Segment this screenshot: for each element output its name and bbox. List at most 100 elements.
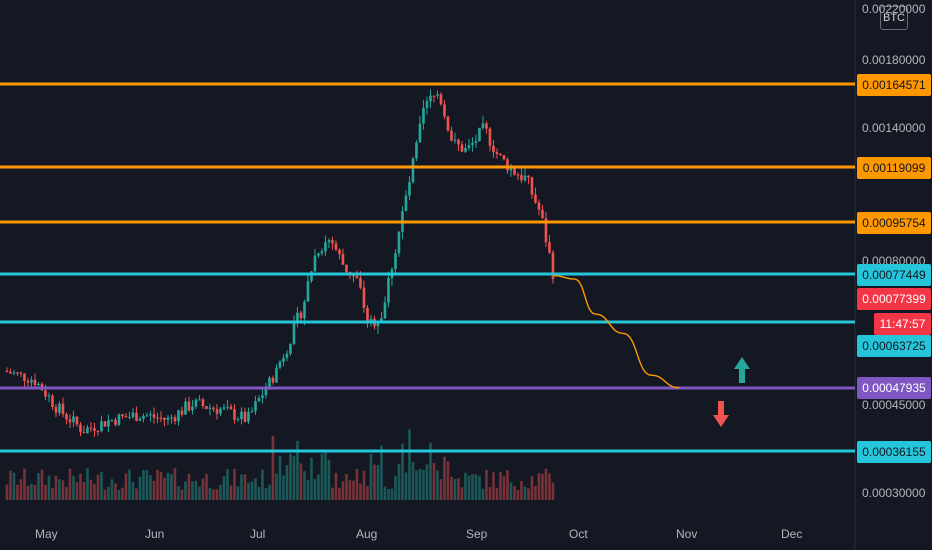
volume-bar [40,469,44,500]
candle-body [51,395,54,407]
volume-bar [107,486,110,500]
candle-body [534,194,537,203]
candle-body [355,275,359,278]
volume-bar [317,474,320,500]
candle-body [397,231,401,254]
volume-bar [355,468,359,500]
volume-bar [278,455,282,500]
candle-body [345,264,348,272]
level-badge[interactable]: 0.00036155 [857,441,931,463]
volume-bar [415,470,418,500]
level-badge[interactable]: 0.00063725 [857,335,931,357]
candle-body [121,414,124,416]
level-badge[interactable]: 0.00119099 [857,157,931,179]
candle-body [324,242,327,252]
candle-body [464,148,467,152]
candle-body [58,403,61,413]
candle-body [376,321,380,327]
volume-bar [411,461,415,500]
candle-body [149,414,152,416]
volume-bar [226,469,229,500]
volume-bar [240,474,243,500]
volume-bar [345,474,348,500]
candle-body [89,427,93,429]
volume-bar [201,478,205,500]
volume-bar [243,474,247,500]
candle-body [191,406,194,411]
level-badge[interactable]: 0.00164571 [857,74,931,96]
volume-bar [152,480,156,500]
volume-bar [460,487,464,500]
volume-bar [446,461,450,500]
candle-body [173,417,177,422]
volume-bar [198,486,201,500]
level-badge[interactable]: 0.00095754 [857,212,931,234]
candle-body [261,395,264,399]
candle-body [516,174,520,176]
last-price-badge[interactable]: 0.00077399 [857,288,931,310]
volume-bar [51,488,54,500]
candle-body [264,388,268,396]
volume-bar [16,484,19,500]
volume-bar [100,471,103,500]
volume-bar [432,463,436,500]
volume-bar [376,465,380,500]
volume-bar [313,478,317,500]
volume-bar [37,472,40,500]
candle-body [180,410,184,415]
candle-body [481,123,485,128]
level-badge[interactable]: 0.00047935 [857,377,931,399]
candle-body [268,377,271,389]
candle-body [495,152,499,155]
candle-body [187,401,191,411]
volume-bar [310,457,313,500]
volume-bar [114,483,117,500]
volume-bar [401,443,404,500]
volume-bar [338,487,341,500]
currency-badge[interactable]: BTC [880,6,908,30]
volume-bar [303,471,306,500]
volume-bar [75,482,79,500]
volume-bar [23,468,26,500]
price-tick: 0.00220000 [862,2,926,16]
volume-bar [422,469,425,500]
volume-bar [541,473,544,500]
volume-bar [149,475,152,500]
candle-body [275,367,278,383]
volume-bar [282,475,285,500]
volume-bar [390,488,394,500]
candle-body [296,312,299,322]
candle-body [159,417,163,419]
volume-bar [250,481,254,500]
candle-body [9,371,12,374]
candle-body [478,127,481,141]
volume-bar [453,478,457,500]
candle-body [68,419,72,423]
volume-bar [68,468,72,500]
volume-bar [478,475,481,500]
candle-body [520,175,523,181]
candle-body [313,255,317,272]
candle-body [37,383,40,386]
candle-body [166,417,170,420]
volume-bar [131,482,135,500]
candle-body [341,254,345,265]
candle-body [394,253,397,270]
time-tick: Jun [145,527,165,541]
level-badge[interactable]: 0.00077449 [857,264,931,286]
volume-bar [320,453,324,500]
candle-body [44,390,47,397]
candle-body [254,401,257,412]
candle-body [177,410,180,422]
candle-body [303,301,306,319]
volume-bar [271,435,275,500]
candle-body [208,407,212,409]
volume-bar [289,453,292,500]
candle-body [488,128,492,146]
volume-bar [159,471,163,500]
candle-body [527,175,530,178]
volume-bar [369,454,373,500]
price-tick: 0.00140000 [862,121,926,135]
volume-bar [5,484,9,500]
